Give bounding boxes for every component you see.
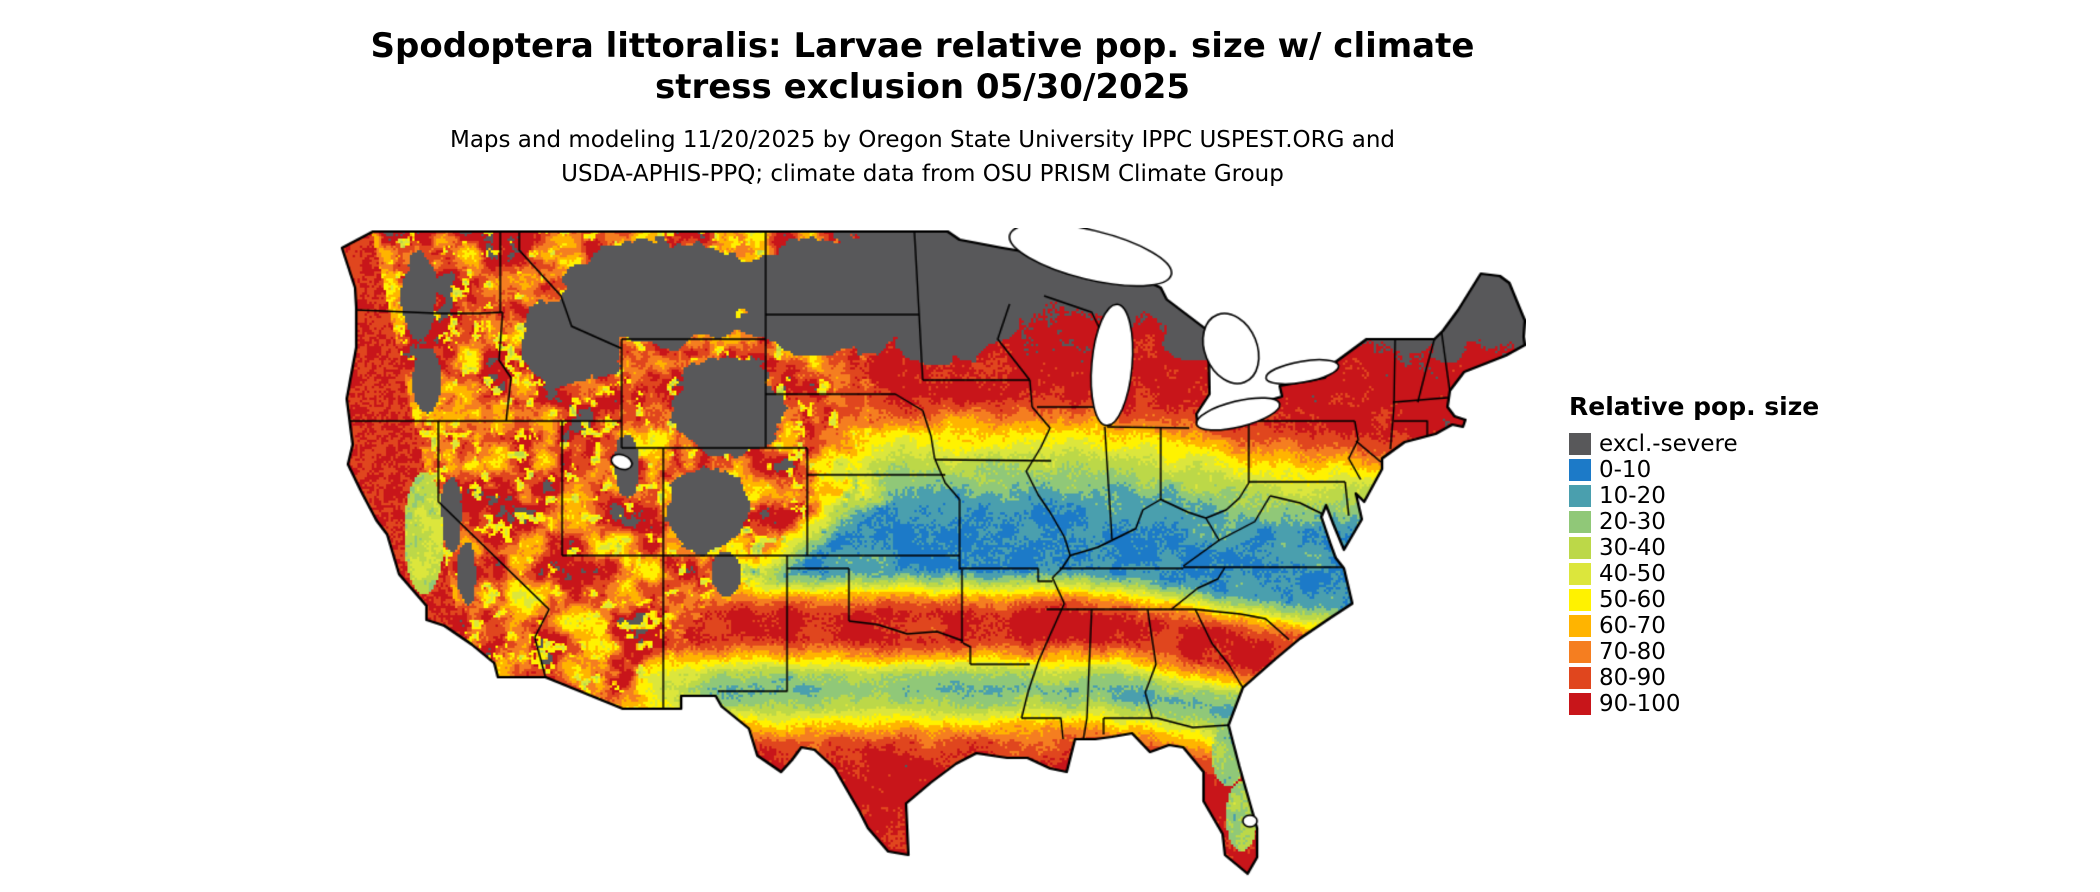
legend-title: Relative pop. size — [1569, 392, 1820, 421]
legend-swatch — [1569, 563, 1591, 585]
legend-swatch — [1569, 485, 1591, 507]
legend-item: 90-100 — [1569, 691, 1819, 717]
legend-rows: excl.-severe 0-10 10-20 20-30 30-40 40-50 50-6… — [1569, 431, 1819, 717]
legend-swatch — [1569, 433, 1591, 455]
legend-item: 60-70 — [1569, 613, 1819, 639]
legend-label: 70-80 — [1599, 639, 1666, 665]
legend-label: 30-40 — [1599, 535, 1666, 561]
legend-swatch — [1569, 459, 1591, 481]
legend-item: 70-80 — [1569, 639, 1819, 665]
legend-item: 0-10 — [1569, 457, 1819, 483]
map-subtitle: Maps and modeling 11/20/2025 by Oregon S… — [0, 123, 1845, 191]
legend-swatch — [1569, 537, 1591, 559]
legend-label: 40-50 — [1599, 561, 1666, 587]
map-title: Spodoptera littoralis: Larvae relative p… — [0, 26, 1845, 108]
legend-label: 90-100 — [1599, 691, 1681, 717]
legend-item: 80-90 — [1569, 665, 1819, 691]
legend-label: excl.-severe — [1599, 431, 1738, 457]
legend-item: excl.-severe — [1569, 431, 1819, 457]
legend-label: 50-60 — [1599, 587, 1666, 613]
legend-label: 0-10 — [1599, 457, 1652, 483]
map-title-line1: Spodoptera littoralis: Larvae relative p… — [370, 26, 1475, 66]
legend-swatch — [1569, 667, 1591, 689]
legend-label: 10-20 — [1599, 483, 1666, 509]
legend-label: 80-90 — [1599, 665, 1666, 691]
legend-swatch — [1569, 693, 1591, 715]
map-subtitle-line1: Maps and modeling 11/20/2025 by Oregon S… — [449, 127, 1396, 153]
legend-item: 20-30 — [1569, 509, 1819, 535]
legend-swatch — [1569, 589, 1591, 611]
legend-swatch — [1569, 615, 1591, 637]
legend-swatch — [1569, 641, 1591, 663]
legend-label: 60-70 — [1599, 613, 1666, 639]
us-map-canvas — [336, 228, 1526, 883]
legend-item: 10-20 — [1569, 483, 1819, 509]
map-subtitle-line2: USDA-APHIS-PPQ; climate data from OSU PR… — [561, 161, 1284, 187]
map-title-line2: stress exclusion 05/30/2025 — [654, 67, 1191, 107]
legend-item: 40-50 — [1569, 561, 1819, 587]
legend-item: 30-40 — [1569, 535, 1819, 561]
legend-label: 20-30 — [1599, 509, 1666, 535]
legend-item: 50-60 — [1569, 587, 1819, 613]
map-legend: Relative pop. size excl.-severe 0-10 10-20… — [1569, 392, 1819, 717]
legend-swatch — [1569, 511, 1591, 533]
